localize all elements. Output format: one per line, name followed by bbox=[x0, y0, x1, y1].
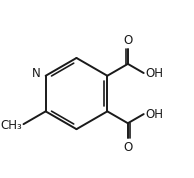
Text: CH₃: CH₃ bbox=[0, 119, 22, 132]
Text: N: N bbox=[32, 67, 41, 80]
Text: O: O bbox=[123, 34, 133, 47]
Text: O: O bbox=[123, 141, 133, 154]
Text: OH: OH bbox=[145, 67, 163, 80]
Text: OH: OH bbox=[145, 108, 163, 121]
